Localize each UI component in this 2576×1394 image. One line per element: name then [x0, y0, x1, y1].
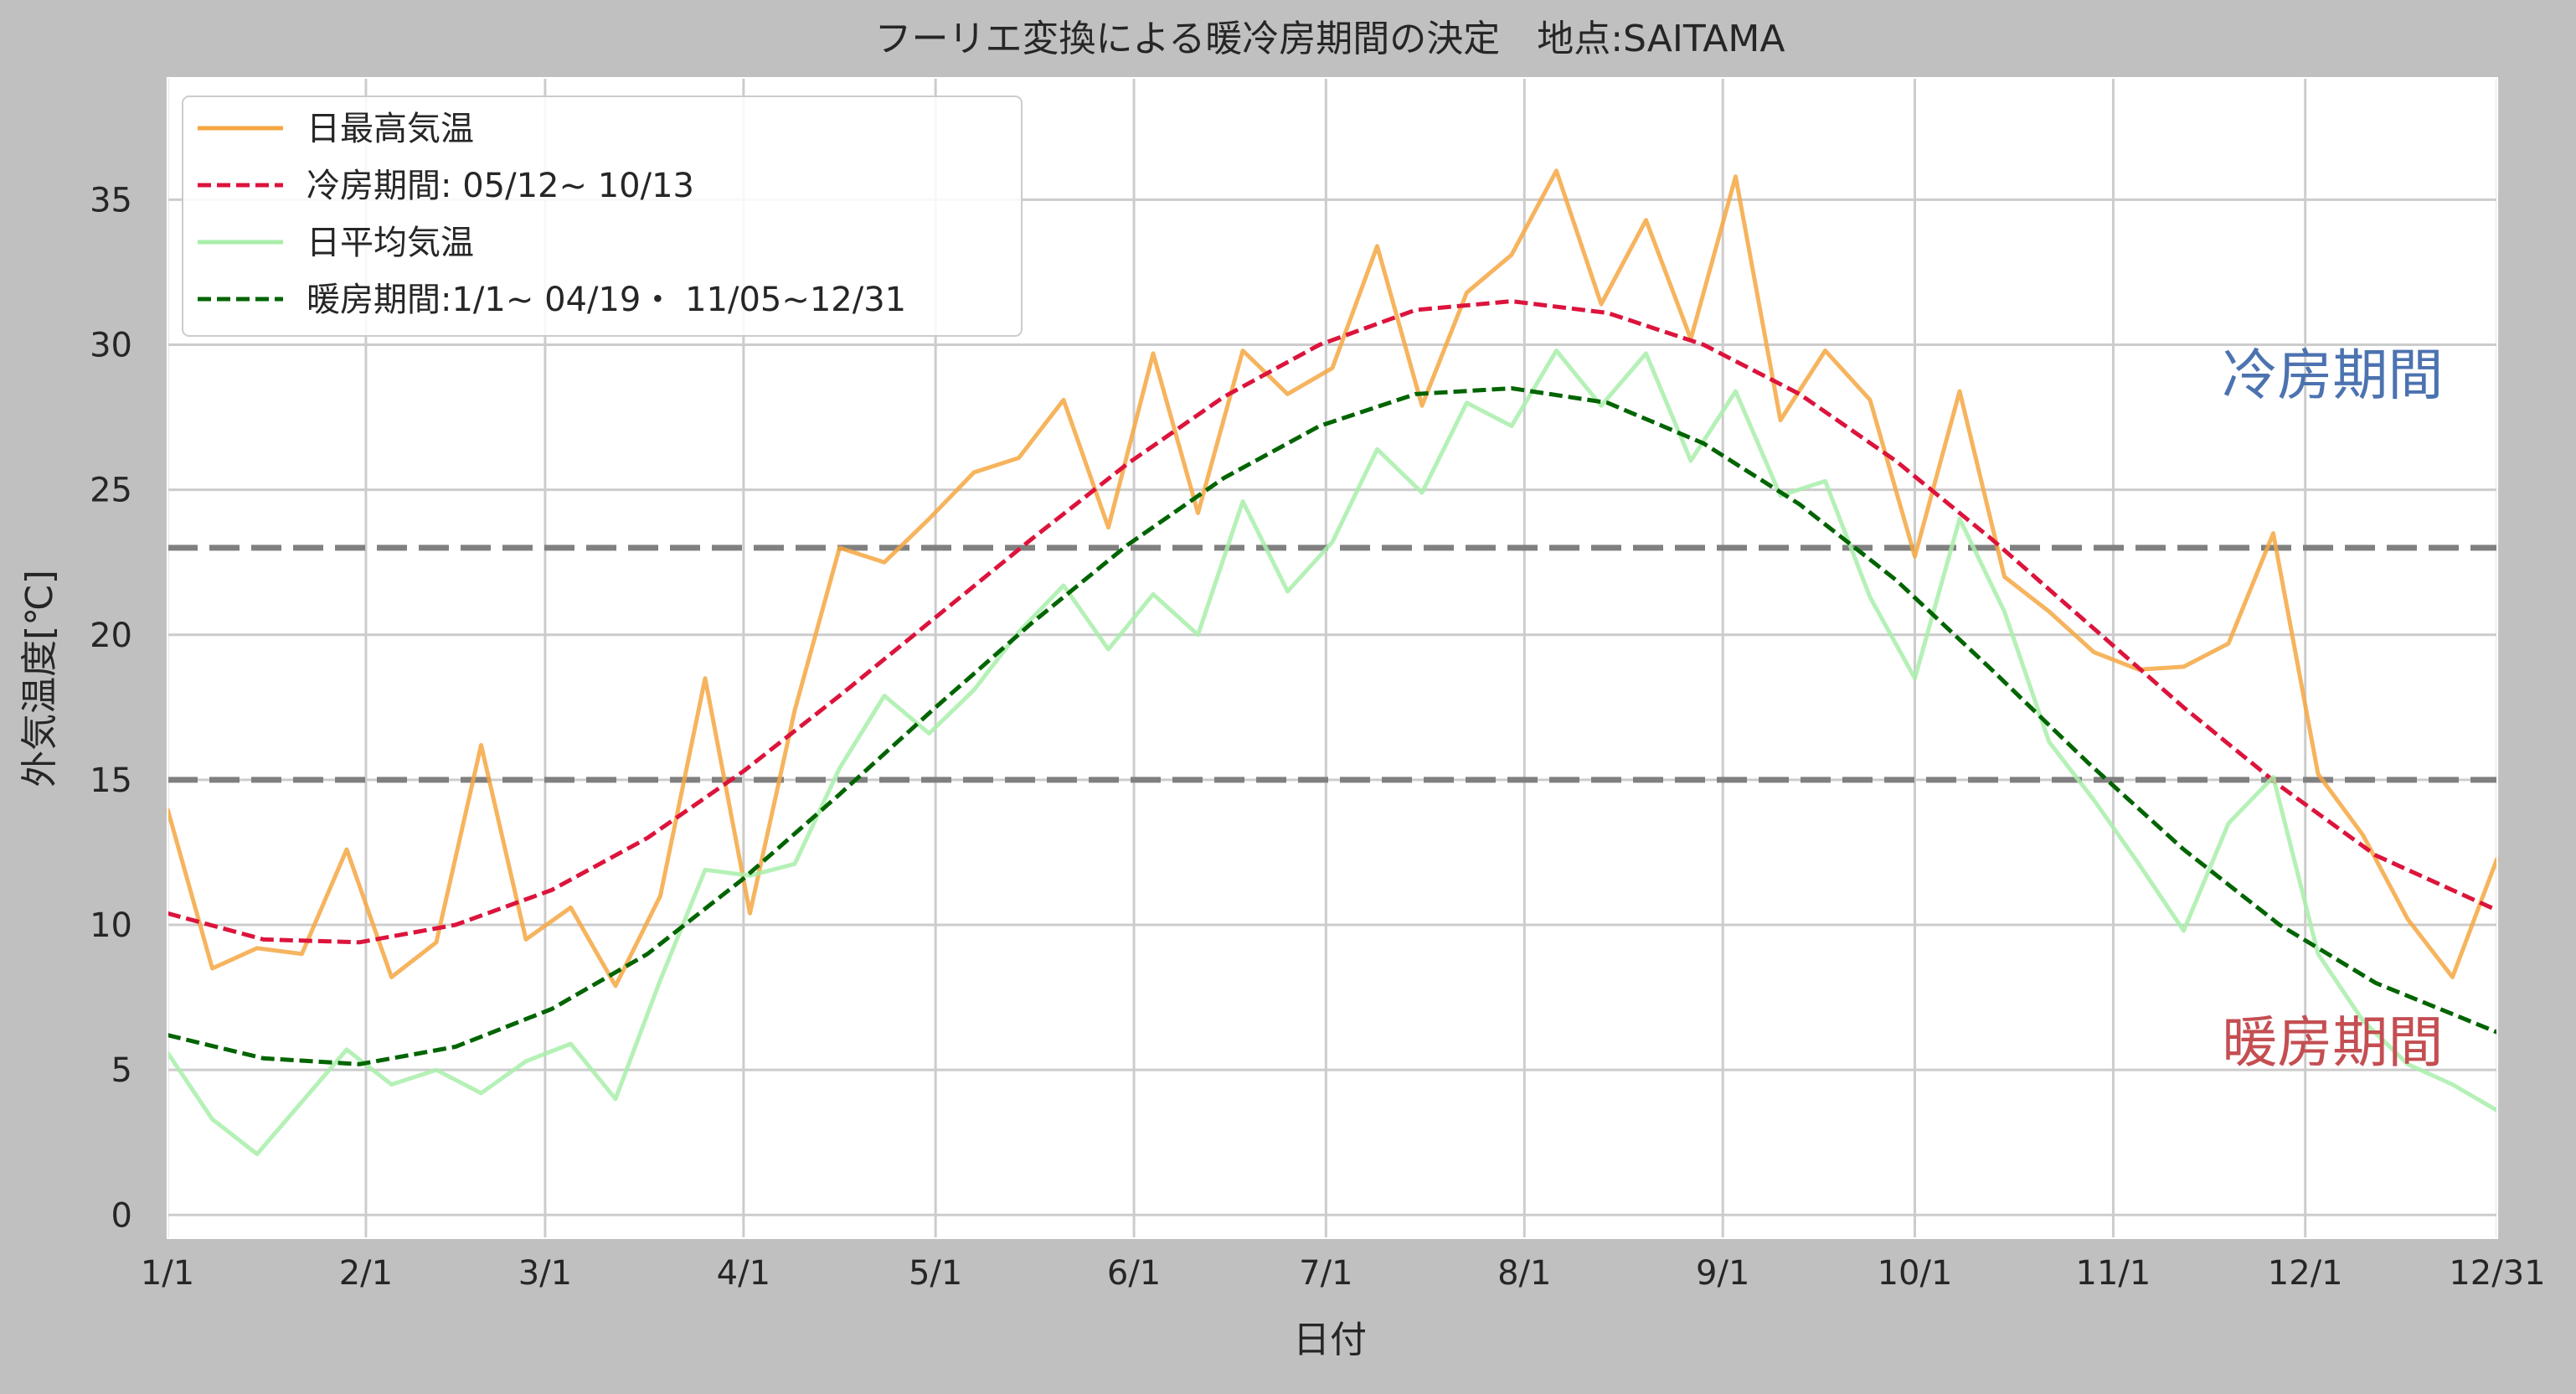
- x-tick-label: 11/1: [2076, 1254, 2151, 1293]
- annotation-label: 暖房期間: [2222, 1010, 2443, 1075]
- y-tick-label: 30: [90, 327, 132, 365]
- series-line-4: [167, 386, 2498, 1066]
- legend-label: 冷房期間: 05/12~ 10/13: [307, 167, 694, 205]
- x-tick-label: 4/1: [717, 1254, 770, 1293]
- annotation-label: 冷房期間: [2222, 343, 2443, 407]
- y-tick-label: 15: [90, 762, 132, 800]
- y-tick-label: 10: [90, 906, 132, 945]
- x-tick-label: 7/1: [1299, 1254, 1352, 1293]
- threshold-lines: [167, 545, 2497, 783]
- x-axis-label: 日付: [1293, 1319, 1367, 1361]
- series-line-2: [167, 299, 2499, 945]
- x-tick-label: 2/1: [339, 1254, 393, 1293]
- x-tick-label: 6/1: [1107, 1254, 1161, 1293]
- y-axis-label: 外気温度[℃]: [18, 570, 61, 787]
- legend-label: 日最高気温: [307, 110, 474, 148]
- series-line-3: [165, 348, 2499, 1157]
- plot-border: [167, 77, 2498, 1239]
- axis-ticks: 1/1 2/1 3/1 4/1 5/1 6/1 7/1 8/1 9/1 10/1 11/1 12/1 1…: [90, 181, 2546, 1293]
- y-tick-label: 35: [90, 181, 132, 219]
- x-tick-label: 9/1: [1696, 1254, 1749, 1293]
- x-tick-label: 12/31: [2449, 1254, 2545, 1293]
- x-tick-label: 8/1: [1497, 1254, 1551, 1293]
- legend-box: [182, 96, 1023, 337]
- y-tick-label: 25: [90, 472, 132, 510]
- series-line-1: [165, 168, 2500, 989]
- x-tick-label: 12/1: [2268, 1254, 2343, 1293]
- chart-title: フーリエ変換による暖冷房期間の決定 地点:SAITAMA: [875, 18, 1785, 60]
- legend-label: 暖房期間:1/1~ 04/19・ 11/05~12/31: [307, 281, 906, 319]
- y-tick-label: 20: [90, 617, 132, 655]
- x-tick-label: 3/1: [518, 1254, 572, 1293]
- legend-label: 日平均気温: [307, 224, 474, 262]
- series-lines: [165, 168, 2500, 1157]
- y-tick-label: 0: [111, 1196, 132, 1235]
- x-tick-label: 5/1: [909, 1254, 962, 1293]
- x-tick-label: 1/1: [141, 1254, 194, 1293]
- x-tick-label: 10/1: [1878, 1254, 1953, 1293]
- y-tick-label: 5: [111, 1051, 132, 1090]
